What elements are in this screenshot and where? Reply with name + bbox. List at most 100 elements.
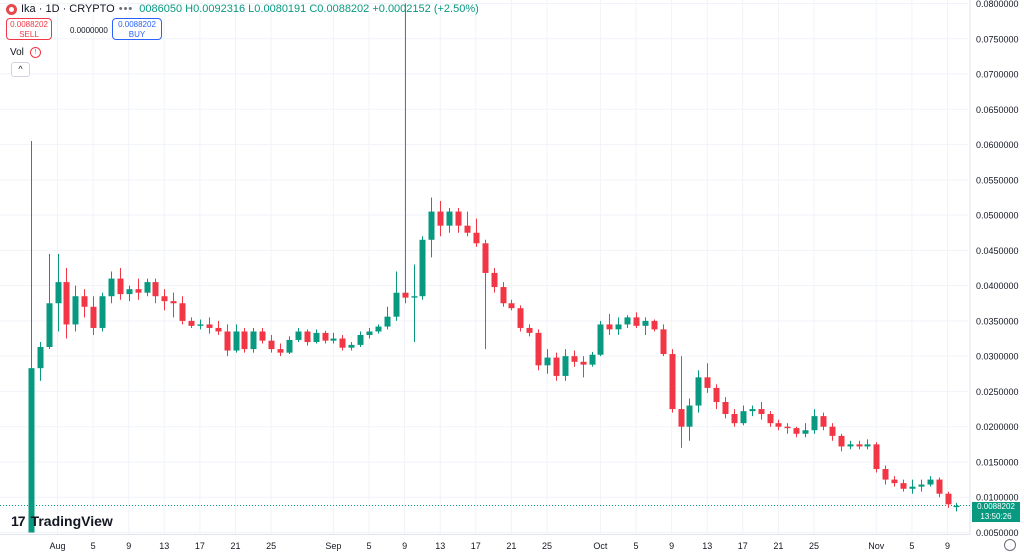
- candle-body: [740, 411, 747, 424]
- tradingview-logo[interactable]: 17 TradingView: [11, 513, 113, 529]
- candle: [55, 253, 62, 332]
- candle-body: [135, 289, 142, 293]
- buy-button[interactable]: 0.0088202 BUY: [112, 18, 162, 40]
- candle-body: [224, 331, 231, 351]
- candle: [419, 236, 426, 300]
- candle-body: [695, 377, 702, 406]
- candle-body: [28, 368, 35, 533]
- candle-body: [144, 282, 151, 293]
- last-price-value: 0.0088202: [977, 502, 1015, 511]
- candle: [517, 305, 524, 332]
- candle-body: [936, 479, 943, 494]
- candle-body: [330, 338, 337, 341]
- candle: [402, 3, 409, 304]
- candle: [891, 476, 898, 487]
- buy-label: BUY: [128, 30, 146, 39]
- candle-body: [90, 306, 97, 328]
- chart-header: Ika · 1D · CRYPTO ••• 0086050 H0.0092316…: [6, 2, 479, 16]
- candle-body: [233, 331, 240, 351]
- x-tick-label: 25: [266, 541, 276, 551]
- candle-body: [660, 329, 667, 355]
- candle-body: [108, 278, 115, 297]
- sell-button[interactable]: 0.0088202 SELL: [6, 18, 52, 40]
- y-tick-label: 0.0200000: [976, 422, 1019, 432]
- volume-legend[interactable]: Vol !: [10, 47, 41, 58]
- candle-body: [357, 335, 364, 345]
- candle-body: [775, 423, 782, 427]
- candle: [758, 402, 765, 420]
- symbol-title[interactable]: Ika · 1D · CRYPTO: [21, 3, 115, 15]
- candle: [704, 363, 711, 393]
- candle-body: [215, 327, 222, 332]
- candle-body: [633, 317, 640, 326]
- candle-body: [758, 409, 765, 415]
- x-axis[interactable]: Aug 5 9 13 17 21 25 Sep 5 9 13 17 21 25 Oct 5 9 13 17 21 25 N…: [49, 541, 950, 551]
- candle-body: [793, 428, 800, 434]
- candle-body: [455, 211, 462, 226]
- x-tick-label: Sep: [325, 541, 341, 551]
- candle-body: [366, 331, 373, 336]
- candle: [945, 491, 952, 508]
- candle-body: [562, 356, 569, 376]
- y-tick-label: 0.0700000: [976, 70, 1019, 80]
- candle-body: [784, 426, 791, 429]
- settings-gear-icon[interactable]: [1004, 539, 1016, 551]
- candle-body: [411, 296, 418, 298]
- x-tick-label: 13: [159, 541, 169, 551]
- candle: [829, 423, 836, 441]
- more-dots-icon[interactable]: •••: [118, 3, 134, 15]
- x-tick-label: 9: [402, 541, 407, 551]
- candle-body: [802, 430, 809, 434]
- candle: [197, 319, 204, 330]
- candle: [464, 211, 471, 237]
- candle: [233, 324, 240, 353]
- candle-body: [268, 340, 275, 350]
- candle: [864, 439, 871, 450]
- candle-body: [286, 339, 293, 353]
- candle-body: [642, 320, 649, 326]
- warning-icon[interactable]: !: [29, 47, 41, 58]
- candle: [455, 208, 462, 233]
- candle-body: [304, 331, 311, 343]
- candle-body: [669, 354, 676, 410]
- candle: [286, 336, 293, 355]
- candle: [882, 465, 889, 485]
- collapse-chevron-icon[interactable]: ^: [11, 62, 30, 77]
- y-tick-label: 0.0150000: [976, 457, 1019, 467]
- candle-body: [909, 486, 916, 489]
- candle: [90, 296, 97, 336]
- candle: [126, 285, 133, 302]
- y-tick-label: 0.0600000: [976, 140, 1019, 150]
- y-axis[interactable]: 0.0800000 0.0750000 0.0700000 0.0650000 0.06…: [976, 0, 1019, 538]
- candle: [28, 141, 35, 533]
- candle: [206, 317, 213, 334]
- x-tick-label: 5: [91, 541, 96, 551]
- candle-body: [686, 405, 693, 427]
- candle-body: [428, 211, 435, 240]
- candle: [366, 327, 373, 339]
- candle-body: [402, 292, 409, 298]
- candle-body: [891, 479, 898, 484]
- candle: [713, 384, 720, 410]
- candle: [669, 349, 676, 413]
- x-tick-label: 13: [435, 541, 445, 551]
- candle: [170, 292, 177, 318]
- candle: [936, 477, 943, 498]
- candle-body: [678, 409, 685, 427]
- candle-body: [241, 331, 248, 350]
- candle-body: [188, 320, 195, 326]
- candle: [873, 442, 880, 473]
- candle: [722, 397, 729, 419]
- candle: [428, 197, 435, 258]
- candle-body: [838, 435, 845, 447]
- candle: [224, 324, 231, 357]
- candle-body: [491, 272, 498, 288]
- candle: [375, 324, 382, 334]
- candle: [544, 349, 551, 374]
- candle-body: [473, 232, 480, 244]
- candle: [678, 356, 685, 448]
- x-tick-label: 21: [773, 541, 783, 551]
- candle-body: [72, 296, 79, 325]
- x-tick-label: 25: [809, 541, 819, 551]
